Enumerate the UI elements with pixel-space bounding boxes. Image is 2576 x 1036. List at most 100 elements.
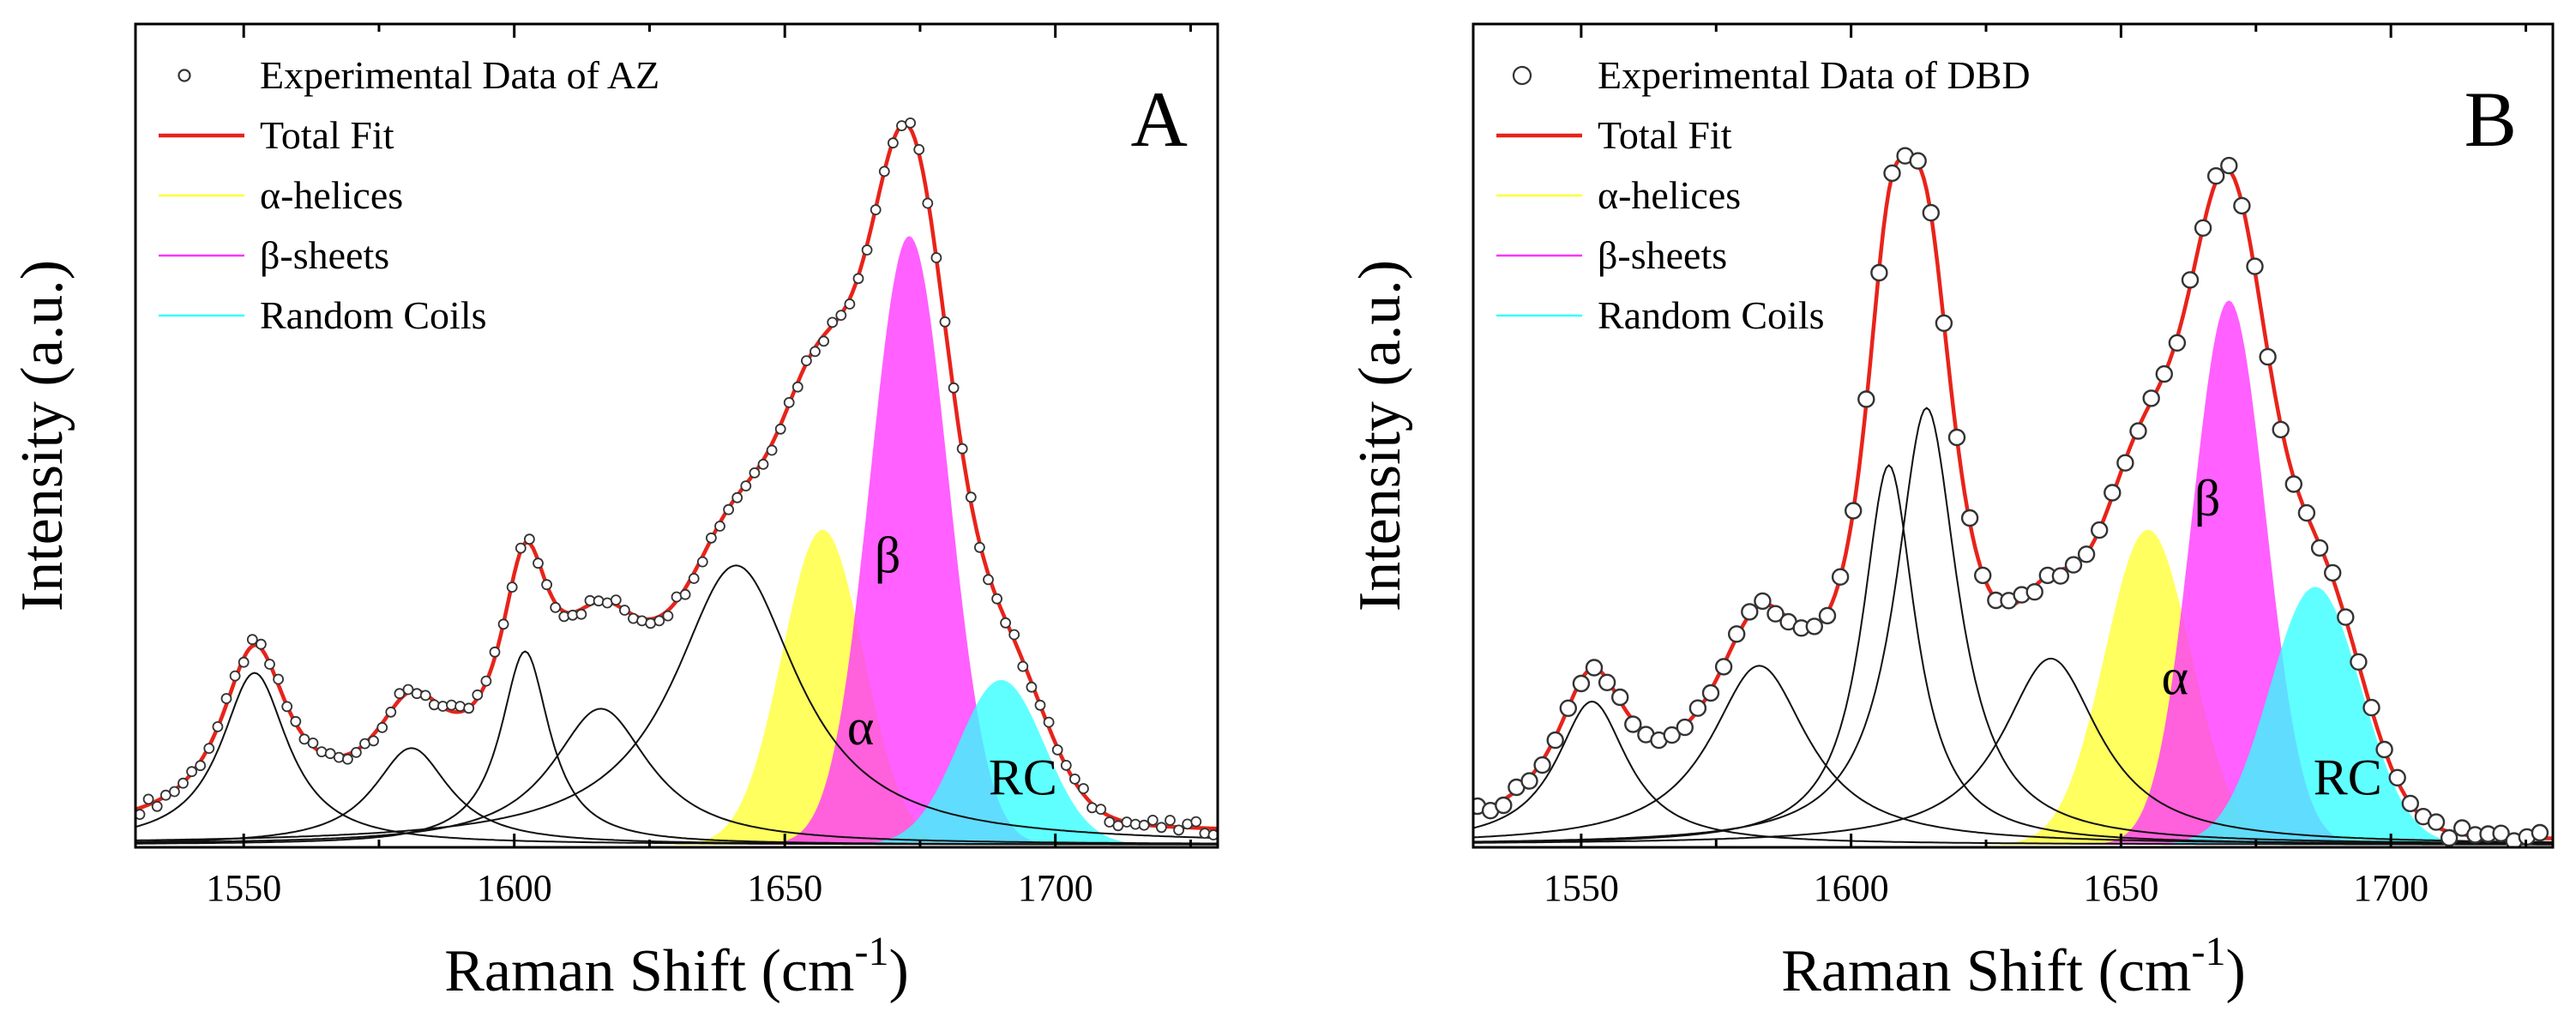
data-point xyxy=(1754,592,1772,611)
x-axis-title-main: Raman Shift (cm xyxy=(444,938,854,1004)
data-point xyxy=(956,443,968,455)
data-point xyxy=(1069,774,1080,785)
data-point xyxy=(991,593,1002,605)
data-point xyxy=(186,766,198,778)
data-point xyxy=(1026,681,1038,693)
legend-marker-icon xyxy=(178,69,191,82)
legend-label: Experimental Data of DBD xyxy=(1598,53,2031,97)
data-point xyxy=(1138,819,1150,831)
data-point xyxy=(142,793,154,805)
data-point xyxy=(1086,802,1098,814)
band-beta xyxy=(135,236,1218,845)
peak-label: α xyxy=(2162,649,2188,706)
y-axis-title: Intensity (a.u.) xyxy=(1347,260,1413,611)
data-point xyxy=(913,143,925,155)
data-point xyxy=(1199,828,1211,839)
data-point xyxy=(1947,428,1966,447)
data-point xyxy=(290,715,302,727)
data-point xyxy=(1572,674,1591,693)
plot-area xyxy=(1473,147,2553,847)
plot-frame xyxy=(1472,22,2555,849)
data-point xyxy=(1701,684,1720,702)
data-point xyxy=(2246,257,2264,275)
data-point xyxy=(757,459,769,470)
data-point xyxy=(238,656,250,668)
data-point xyxy=(489,646,501,658)
data-point xyxy=(2233,196,2251,215)
data-point xyxy=(419,690,431,702)
component-peak-3 xyxy=(1473,464,2553,845)
data-point xyxy=(2116,454,2134,472)
component-peak-4 xyxy=(135,708,1218,845)
data-point xyxy=(1173,824,1184,836)
data-point xyxy=(801,355,812,367)
data-point xyxy=(1688,699,1707,717)
data-point xyxy=(679,588,691,600)
plot-area xyxy=(135,117,1218,846)
legend-label: α-helices xyxy=(1598,173,1741,217)
data-point xyxy=(1008,629,1020,641)
experimental-data xyxy=(1473,147,2549,847)
data-point xyxy=(1805,617,1824,635)
data-point xyxy=(818,335,829,347)
x-tick-label: 1600 xyxy=(477,867,552,909)
data-point xyxy=(1156,822,1167,834)
data-point xyxy=(1533,756,1551,774)
data-point xyxy=(1870,263,1888,282)
data-point xyxy=(203,743,215,754)
data-point xyxy=(1663,726,1681,744)
data-point xyxy=(273,673,285,685)
data-point xyxy=(731,491,743,503)
data-point xyxy=(2129,422,2147,440)
data-point xyxy=(2337,608,2355,626)
data-point xyxy=(1559,699,1578,717)
data-point xyxy=(1857,390,1875,408)
data-point xyxy=(1960,509,1979,527)
data-point xyxy=(714,521,725,532)
data-point xyxy=(1546,731,1564,750)
experimental-data xyxy=(135,117,1218,840)
data-point xyxy=(454,701,466,712)
data-point xyxy=(2259,347,2277,366)
data-point xyxy=(1883,164,1901,183)
data-point xyxy=(749,467,761,479)
x-axis-title-sup: -1 xyxy=(854,929,888,974)
data-point xyxy=(1831,568,1850,586)
y-axis-title: Intensity (a.u.) xyxy=(9,260,75,611)
data-point xyxy=(195,760,207,772)
peak-label: β xyxy=(875,527,901,584)
data-point xyxy=(575,608,587,620)
data-point xyxy=(402,684,414,696)
data-point xyxy=(1165,815,1176,826)
plot-frame xyxy=(134,22,1219,849)
data-point xyxy=(1624,715,1642,733)
data-point xyxy=(2388,768,2406,786)
data-point xyxy=(1585,659,1604,677)
data-point xyxy=(1922,203,1941,222)
data-point xyxy=(844,298,856,310)
data-point xyxy=(930,252,942,263)
data-point xyxy=(229,670,241,682)
data-point xyxy=(1207,829,1218,840)
data-point xyxy=(706,532,717,544)
legend-label: Total Fit xyxy=(1598,113,1732,157)
data-point xyxy=(2142,389,2160,407)
data-point xyxy=(1043,716,1055,728)
data-point xyxy=(662,610,674,622)
data-point xyxy=(385,706,397,718)
x-axis-title-main: Raman Shift (cm xyxy=(1781,938,2191,1004)
data-point xyxy=(281,701,293,713)
component-peak-5 xyxy=(135,564,1218,841)
legend: Experimental Data of AZ Total Fit α-helice… xyxy=(159,53,659,337)
data-point xyxy=(827,316,839,328)
data-point xyxy=(783,396,795,408)
data-point xyxy=(1610,688,1629,707)
data-point xyxy=(2492,824,2510,842)
data-point xyxy=(2310,539,2329,557)
data-point xyxy=(905,117,916,129)
data-point xyxy=(524,533,535,545)
data-point xyxy=(766,444,778,456)
x-tick-label: 1550 xyxy=(206,867,281,909)
legend: Experimental Data of DBD Total Fit α-helic… xyxy=(1496,53,2031,337)
data-point xyxy=(2323,563,2342,582)
